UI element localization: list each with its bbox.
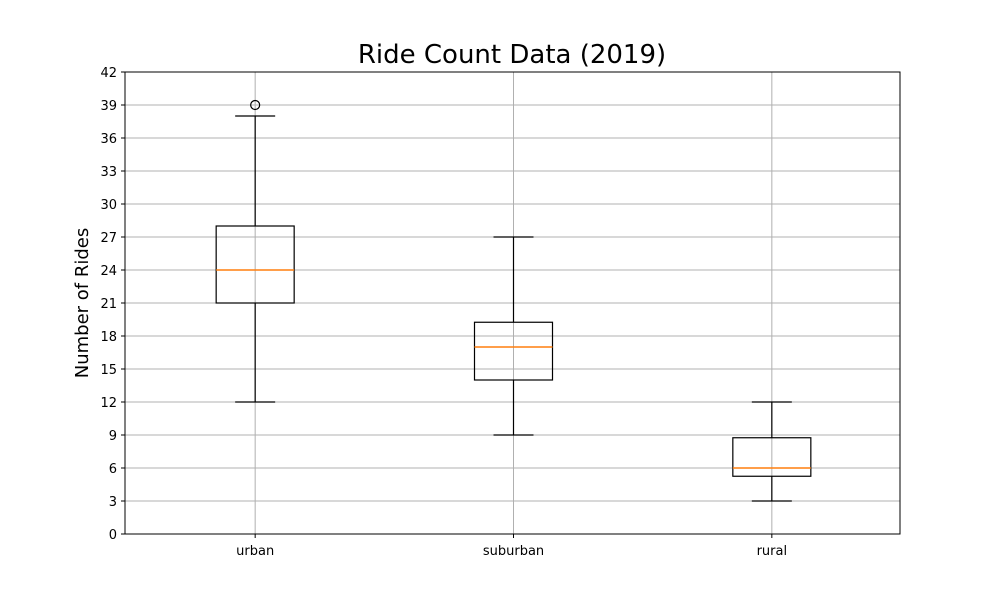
x-tick-label-rural: rural	[757, 544, 788, 559]
iqr-box	[473, 321, 554, 381]
box-rural	[732, 401, 812, 502]
y-axis-label: Number of Rides	[72, 228, 93, 379]
x-tick-label-suburban: suburban	[483, 544, 544, 559]
y-tick-label: 33	[100, 165, 117, 180]
y-tick-label: 9	[109, 429, 117, 444]
y-tick-label: 21	[100, 297, 117, 312]
y-tick-label: 18	[100, 330, 117, 345]
chart-title: Ride Count Data (2019)	[358, 40, 666, 70]
y-tick-label: 27	[100, 231, 117, 246]
y-tick-label: 36	[100, 132, 117, 147]
x-tick-label-urban: urban	[236, 544, 274, 559]
y-tick-label: 15	[100, 363, 117, 378]
box-urban	[215, 99, 295, 403]
plot-frame	[124, 71, 901, 535]
boxes	[215, 99, 812, 502]
outlier-point	[250, 99, 261, 111]
y-tick-label: 30	[100, 198, 117, 213]
y-tick-label: 39	[100, 99, 117, 114]
x-axis-ticks: urban suburban rural	[236, 534, 787, 559]
y-tick-label: 3	[109, 495, 117, 510]
y-tick-label: 0	[109, 528, 117, 543]
iqr-box	[732, 437, 812, 477]
iqr-box	[215, 225, 295, 304]
y-tick-label: 42	[100, 66, 117, 81]
grid-lines	[125, 71, 900, 535]
y-tick-label: 24	[100, 264, 117, 279]
y-tick-label: 6	[109, 462, 117, 477]
box-suburban	[473, 236, 554, 436]
y-tick-label: 12	[100, 396, 117, 411]
